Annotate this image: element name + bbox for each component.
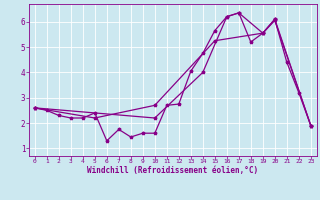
X-axis label: Windchill (Refroidissement éolien,°C): Windchill (Refroidissement éolien,°C) bbox=[87, 166, 258, 175]
